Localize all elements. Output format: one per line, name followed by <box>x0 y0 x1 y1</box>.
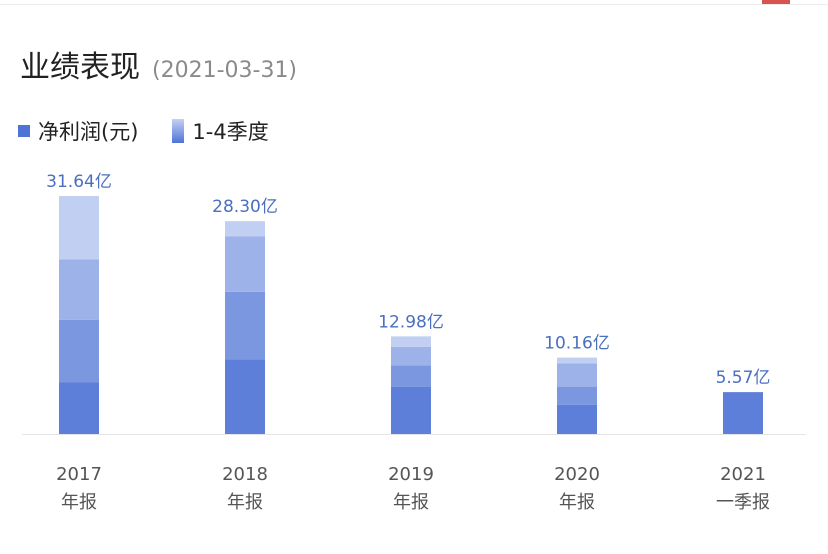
category-year-label: 2020 <box>554 464 600 485</box>
bar-segment <box>723 392 763 434</box>
legend-swatch-gradient <box>172 119 185 143</box>
bar-segment <box>59 319 99 383</box>
legend-swatch-solid <box>18 125 30 137</box>
chart-legend: 净利润(元) 1-4季度 <box>18 116 303 146</box>
legend-item-quarters: 1-4季度 <box>172 116 269 146</box>
bar-total-label: 10.16亿 <box>544 334 610 354</box>
bar-segment <box>225 291 265 360</box>
category-period-label: 年报 <box>61 492 97 513</box>
bar-segment <box>391 346 431 366</box>
bar-total-label: 5.57亿 <box>716 368 771 388</box>
category-year-label: 2019 <box>388 464 434 485</box>
bar-segment <box>557 363 597 387</box>
legend-item-net-profit: 净利润(元) <box>18 116 138 146</box>
category-year-label: 2018 <box>222 464 268 485</box>
bar-segment <box>59 196 99 260</box>
legend-label-net-profit: 净利润(元) <box>38 120 139 144</box>
bar-segment <box>391 365 431 387</box>
category-period-label: 一季报 <box>716 492 770 513</box>
report-date: (2021-03-31) <box>152 58 298 83</box>
page-title: 业绩表现 <box>20 50 140 85</box>
bar-segment <box>59 382 99 434</box>
bar-segment <box>557 404 597 434</box>
bar-total-label: 28.30亿 <box>212 197 278 217</box>
top-divider <box>0 4 828 5</box>
bar-segment <box>391 386 431 434</box>
category-year-label: 2017 <box>56 464 102 485</box>
bar-segment <box>225 359 265 434</box>
bar-segment <box>225 221 265 237</box>
category-period-label: 年报 <box>559 492 595 513</box>
bar-total-label: 31.64亿 <box>46 172 112 192</box>
bar-segment <box>557 386 597 405</box>
bar-total-label: 12.98亿 <box>378 312 444 332</box>
bar-segment <box>225 236 265 292</box>
corner-accent <box>762 0 790 4</box>
category-year-label: 2021 <box>720 464 766 485</box>
chart-header: 业绩表现 (2021-03-31) <box>20 42 297 86</box>
category-period-label: 年报 <box>227 492 263 513</box>
legend-label-quarters: 1-4季度 <box>192 120 269 144</box>
bar-segment <box>557 357 597 364</box>
bar-segment <box>391 336 431 347</box>
bar-segment <box>59 259 99 320</box>
category-period-label: 年报 <box>393 492 429 513</box>
